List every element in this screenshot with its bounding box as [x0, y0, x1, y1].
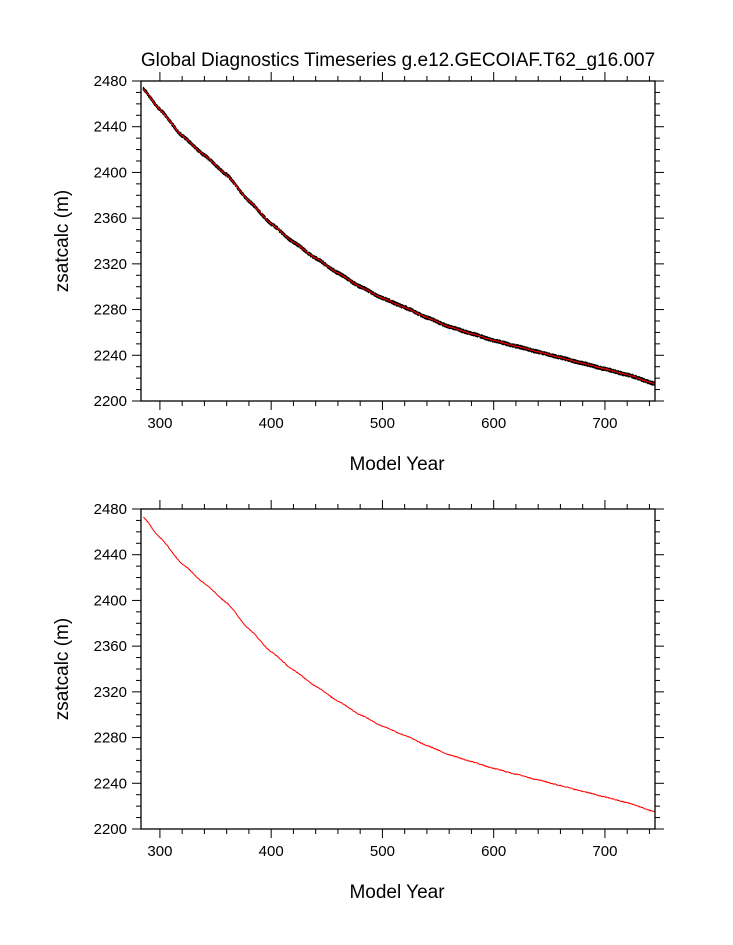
x-tick-label: 300	[147, 843, 172, 860]
y-tick-label: 2360	[94, 210, 127, 227]
x-tick-label: 500	[370, 843, 395, 860]
y-axis-label: zsatcalc (m)	[52, 618, 73, 720]
x-tick-label: 700	[592, 415, 617, 432]
x-tick-label: 600	[481, 843, 506, 860]
y-tick-label: 2280	[94, 730, 127, 747]
x-axis-label: Model Year	[349, 454, 445, 475]
y-tick-label: 2240	[94, 347, 127, 364]
series-line-monthly	[142, 86, 655, 387]
x-axis-label: Model Year	[349, 882, 445, 903]
y-tick-label: 2440	[94, 119, 127, 136]
y-tick-label: 2400	[94, 592, 127, 609]
series-line-smoothed	[143, 88, 655, 385]
series-line-smoothed	[143, 516, 655, 813]
x-tick-label: 500	[370, 415, 395, 432]
plot-frame	[140, 80, 656, 402]
y-tick-label: 2280	[94, 302, 127, 319]
tick-marks	[132, 72, 664, 410]
x-tick-label: 300	[147, 415, 172, 432]
chart-title: Global Diagnostics Timeseries g.e12.GECO…	[141, 50, 655, 71]
tick-marks	[132, 500, 664, 838]
y-tick-label: 2480	[94, 73, 127, 90]
x-tick-label: 600	[481, 415, 506, 432]
x-tick-label: 700	[592, 843, 617, 860]
y-axis-label: zsatcalc (m)	[52, 190, 73, 292]
y-tick-label: 2440	[94, 547, 127, 564]
y-tick-label: 2480	[94, 501, 127, 518]
y-tick-label: 2360	[94, 638, 127, 655]
plot-frame	[140, 508, 656, 830]
top-panel: 300 400 500 600 700 2200 2240 2280 2320 2360 2400 2…	[52, 72, 664, 475]
y-tick-label: 2200	[94, 821, 127, 838]
y-tick-label: 2400	[94, 164, 127, 181]
x-tick-label: 400	[259, 415, 284, 432]
y-tick-label: 2320	[94, 256, 127, 273]
y-tick-label: 2240	[94, 775, 127, 792]
y-tick-label: 2200	[94, 393, 127, 410]
bottom-panel: 300 400 500 600 700 2200 2240 2280 2320 2360 2400 2…	[52, 500, 664, 903]
y-tick-label: 2320	[94, 684, 127, 701]
x-tick-label: 400	[259, 843, 284, 860]
